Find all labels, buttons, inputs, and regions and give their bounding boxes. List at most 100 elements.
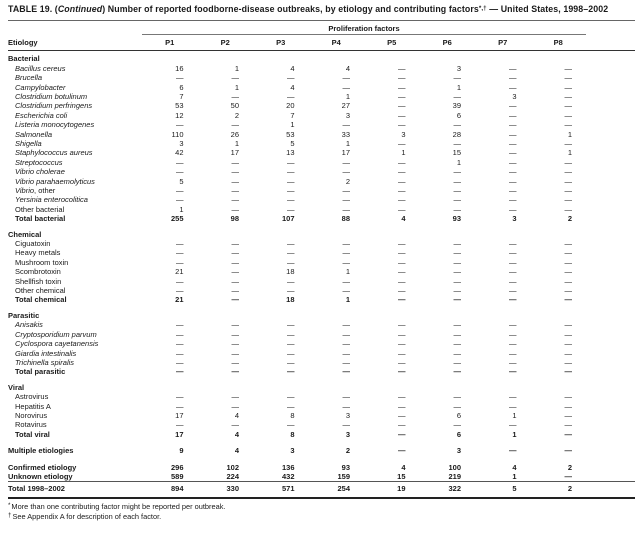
- cell-value: —: [509, 195, 517, 205]
- cell-value: 17: [175, 410, 184, 420]
- cell-value: —: [398, 167, 406, 177]
- cell-value: 219: [448, 471, 461, 481]
- cell-value: —: [564, 367, 573, 377]
- row-spacer: [586, 402, 635, 411]
- row-spacer: [586, 186, 635, 195]
- cell-value: 26: [230, 129, 239, 139]
- table-row: Shigella 3 1 5 1 — — — —: [8, 139, 635, 148]
- cell-value: —: [176, 239, 184, 249]
- row-label: Norovirus: [8, 411, 142, 420]
- cell-value: 254: [308, 481, 364, 499]
- row-label-text: Vibrio parahaemolyticus: [15, 176, 95, 186]
- cell-value: 1: [512, 410, 517, 420]
- row-spacer: [586, 214, 635, 223]
- row-label: Viral: [8, 377, 635, 392]
- cell-value: 322: [419, 481, 475, 499]
- cell-value: 296: [170, 462, 184, 472]
- cell-value: —: [287, 195, 295, 205]
- row-label: Astrovirus: [8, 392, 142, 401]
- cell-value: 4: [234, 410, 239, 420]
- cell-value: —: [176, 286, 184, 296]
- cell-value: 3: [401, 129, 406, 139]
- row-label-text: Total chemical: [15, 295, 67, 305]
- row-spacer: [586, 130, 635, 139]
- row-label: Scombrotoxin: [8, 267, 142, 276]
- cell-value: —: [509, 357, 517, 367]
- cell-value: —: [509, 420, 517, 430]
- cell-value: —: [231, 401, 240, 411]
- cell-value: —: [176, 339, 184, 349]
- cell-value: —: [287, 320, 295, 330]
- row-spacer: [586, 456, 635, 472]
- cell-value: —: [453, 276, 462, 286]
- title-prefix: TABLE 19. (: [8, 4, 58, 14]
- table-row: Total parasitic — — — — — — — —: [8, 367, 635, 376]
- row-label: Total parasitic: [8, 367, 142, 376]
- cell-value: —: [231, 257, 240, 267]
- cell-value: —: [398, 357, 406, 367]
- cell-value: 1: [345, 267, 350, 277]
- table-row: Scombrotoxin 21 — 18 1 — — — —: [8, 267, 635, 276]
- column-header-etiology: Etiology: [8, 34, 142, 52]
- cell-value: 93: [341, 462, 350, 472]
- table-row: Unknown etiology 589 224 432 159 15 219 1 —: [8, 472, 635, 482]
- cell-value: —: [287, 348, 295, 358]
- cell-value: 20: [286, 101, 295, 111]
- row-label: Total chemical: [8, 295, 142, 304]
- cell-value: —: [509, 157, 517, 167]
- cell-value: —: [398, 248, 406, 258]
- cell-value: 88: [341, 214, 350, 224]
- cell-value: —: [231, 276, 240, 286]
- cell-value: —: [176, 257, 184, 267]
- cell-value: —: [398, 392, 406, 402]
- cell-value: —: [453, 195, 462, 205]
- cell-value: 4: [345, 63, 350, 73]
- cell-value: —: [176, 329, 184, 339]
- cell-value: —: [231, 120, 240, 130]
- cell-value: 8: [290, 410, 295, 420]
- cell-value: 50: [230, 101, 239, 111]
- row-label-text: Parasitic: [8, 310, 40, 320]
- table-row: Yersinia enterocolitica — — — — — — — —: [8, 195, 635, 204]
- row-spacer: [586, 101, 635, 110]
- row-label: Confirmed etiology: [8, 456, 142, 472]
- row-label: Cyclospora cayetanensis: [8, 339, 142, 348]
- cell-value: —: [342, 320, 351, 330]
- cell-value: 3: [512, 91, 517, 101]
- cell-value: 39: [452, 101, 461, 111]
- row-label-text: Anisakis: [15, 320, 43, 330]
- row-spacer: [586, 392, 635, 401]
- cell-value: 1: [456, 82, 461, 92]
- row-spacer: [586, 73, 635, 82]
- cell-value: —: [287, 73, 295, 83]
- row-spacer: [586, 83, 635, 92]
- cell-value: —: [509, 392, 517, 402]
- row-label-text: Shellfish toxin: [15, 276, 62, 286]
- cell-value: —: [342, 186, 351, 195]
- cell-value: —: [231, 157, 240, 167]
- cell-value: —: [398, 82, 406, 92]
- cell-value: —: [231, 348, 240, 358]
- cell-value: —: [398, 367, 406, 377]
- row-label-text: Total 1998–2002: [8, 484, 65, 494]
- cell-value: —: [509, 248, 517, 258]
- cell-value: —: [287, 329, 295, 339]
- row-label: Vibrio cholerae: [8, 167, 142, 176]
- cell-value: —: [342, 73, 351, 83]
- row-label: Hepatitis A: [8, 402, 142, 411]
- row-label: Total viral: [8, 430, 142, 439]
- cell-value: —: [398, 138, 406, 148]
- table-row: Norovirus 17 4 8 3 — 6 1 —: [8, 411, 635, 420]
- cell-value: —: [453, 401, 462, 411]
- cell-value: 21: [175, 295, 184, 305]
- cell-value: —: [398, 429, 406, 439]
- cell-value: —: [176, 348, 184, 358]
- table-row: Heavy metals — — — — — — — —: [8, 248, 635, 257]
- cell-value: —: [564, 420, 573, 430]
- cell-value: 1: [179, 204, 184, 214]
- cell-value: —: [453, 167, 462, 177]
- cell-value: —: [509, 329, 517, 339]
- cell-value: —: [398, 401, 406, 411]
- column-header-p6: P6: [419, 34, 475, 52]
- cell-value: 1: [401, 148, 406, 158]
